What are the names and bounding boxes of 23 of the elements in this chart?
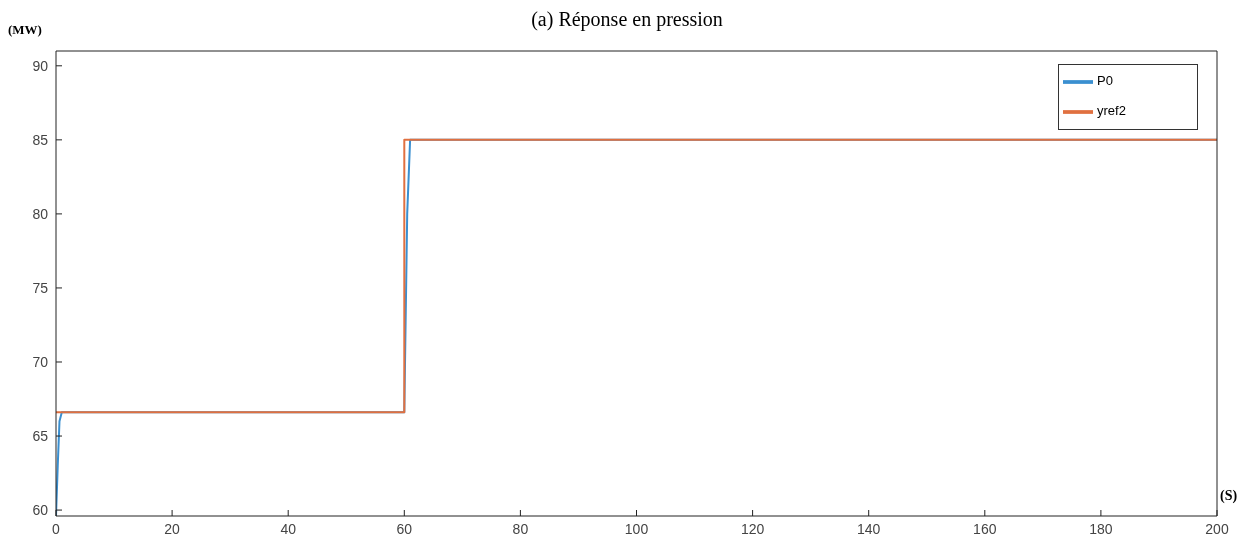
- x-tick-label: 160: [973, 520, 997, 537]
- x-tick-label: 100: [624, 520, 649, 537]
- y-tick-label: 90: [32, 57, 49, 74]
- y-tick-label: 80: [32, 205, 49, 222]
- x-tick-label: 180: [1089, 520, 1113, 537]
- x-tick-label: 120: [740, 520, 765, 537]
- x-tick-label: 140: [857, 520, 881, 537]
- x-tick-label: 200: [1205, 520, 1229, 537]
- y-tick-label: 75: [32, 279, 49, 296]
- y-tick-label: 60: [32, 502, 49, 519]
- x-tick-label: 80: [512, 520, 529, 537]
- x-axis-title: (S): [1220, 488, 1238, 504]
- x-tick-label: 60: [396, 520, 413, 537]
- x-tick-label: 40: [280, 520, 297, 537]
- x-tick-label: 20: [164, 520, 181, 537]
- y-axis-title: (MW): [8, 22, 42, 38]
- legend-label: P0: [1097, 73, 1113, 89]
- legend-label: yref2: [1097, 103, 1126, 119]
- y-tick-label: 65: [32, 428, 49, 444]
- x-tick-label: 0: [52, 520, 61, 537]
- chart-title: (a) Réponse en pression: [531, 8, 723, 30]
- y-tick-label: 85: [32, 131, 49, 148]
- y-tick-label: 70: [32, 353, 49, 370]
